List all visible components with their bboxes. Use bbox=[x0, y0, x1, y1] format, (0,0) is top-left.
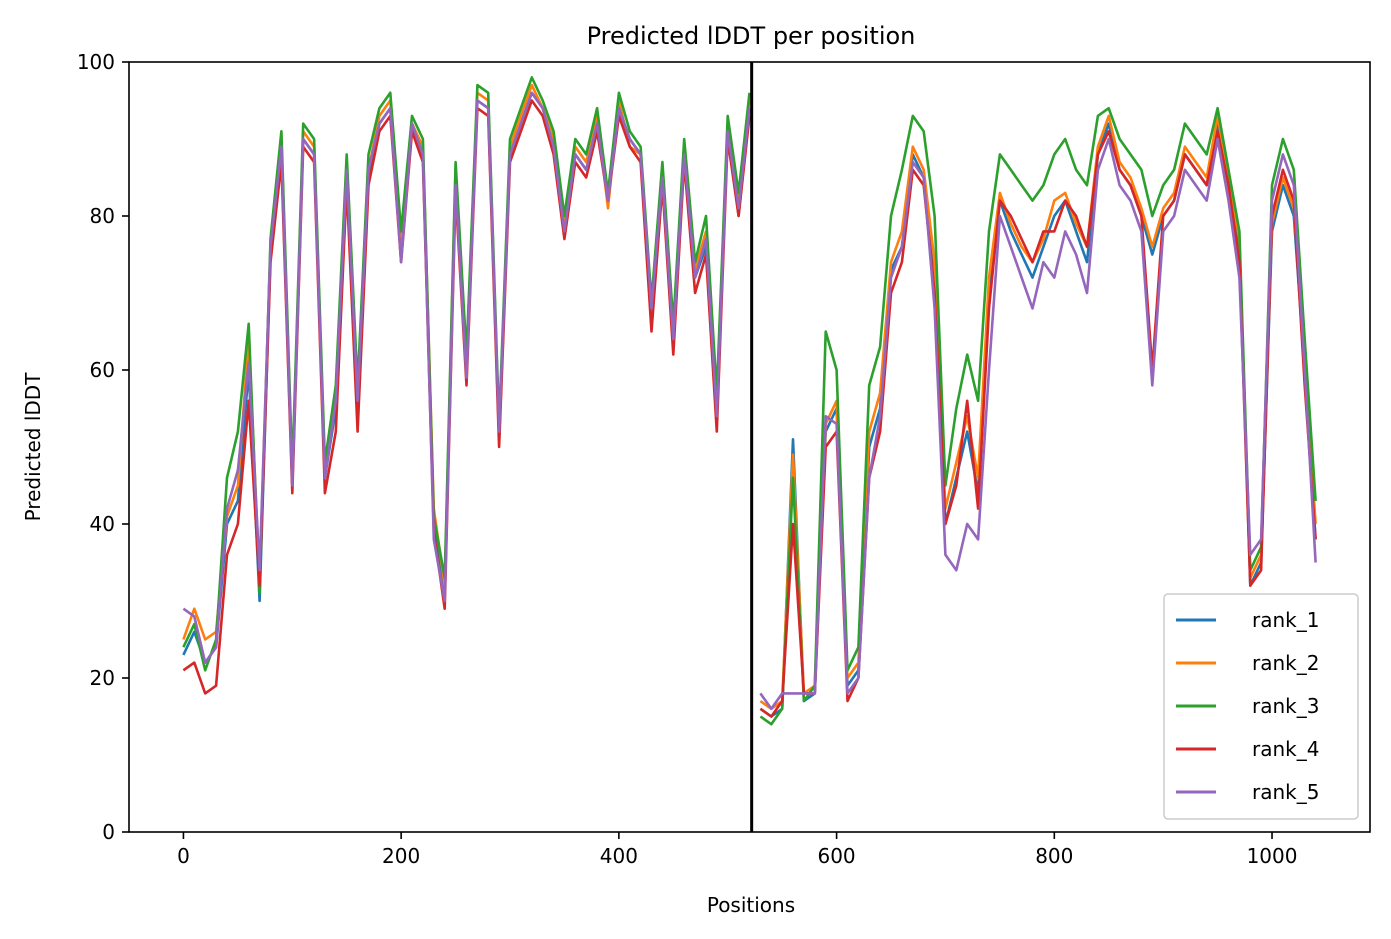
y-axis-label: Predicted lDDT bbox=[21, 372, 45, 522]
x-axis: 0 200 400 600 800 1000 bbox=[177, 832, 1297, 868]
legend-label-rank_5: rank_5 bbox=[1252, 780, 1319, 804]
x-tick-label: 800 bbox=[1035, 844, 1073, 868]
series-line-rank_4-chain-1 bbox=[182, 99, 751, 695]
plot-area bbox=[128, 61, 1371, 833]
x-tick-label: 400 bbox=[600, 844, 638, 868]
series-line-rank_5-chain-2 bbox=[759, 137, 1317, 711]
plot-frame bbox=[128, 61, 1371, 833]
y-tick-label: 80 bbox=[90, 204, 115, 228]
series-line-rank_5-chain-1 bbox=[182, 91, 751, 664]
y-tick-label: 60 bbox=[90, 358, 115, 382]
legend: rank_1 rank_2 rank_3 rank_4 rank_5 bbox=[1163, 593, 1359, 820]
x-axis-label: Positions bbox=[707, 893, 795, 917]
legend-label-rank_3: rank_3 bbox=[1252, 694, 1319, 718]
y-axis: 0 20 40 60 80 100 bbox=[77, 50, 129, 844]
y-tick-label: 0 bbox=[102, 820, 115, 844]
x-tick-label: 1000 bbox=[1247, 844, 1298, 868]
y-tick-label: 40 bbox=[90, 512, 115, 536]
y-tick-label: 20 bbox=[90, 666, 115, 690]
series-line-rank_4-chain-2 bbox=[759, 130, 1317, 718]
legend-box bbox=[1163, 593, 1359, 820]
x-tick-label: 200 bbox=[382, 844, 420, 868]
legend-label-rank_2: rank_2 bbox=[1252, 651, 1319, 675]
x-tick-label: 0 bbox=[177, 844, 190, 868]
y-tick-label: 100 bbox=[77, 50, 115, 74]
legend-label-rank_4: rank_4 bbox=[1252, 737, 1319, 761]
series-line-rank_3-chain-2 bbox=[759, 106, 1317, 726]
legend-label-rank_1: rank_1 bbox=[1252, 608, 1319, 632]
chart-title: Predicted lDDT per position bbox=[587, 22, 916, 50]
series-lines bbox=[182, 76, 1317, 726]
x-tick-label: 600 bbox=[817, 844, 855, 868]
